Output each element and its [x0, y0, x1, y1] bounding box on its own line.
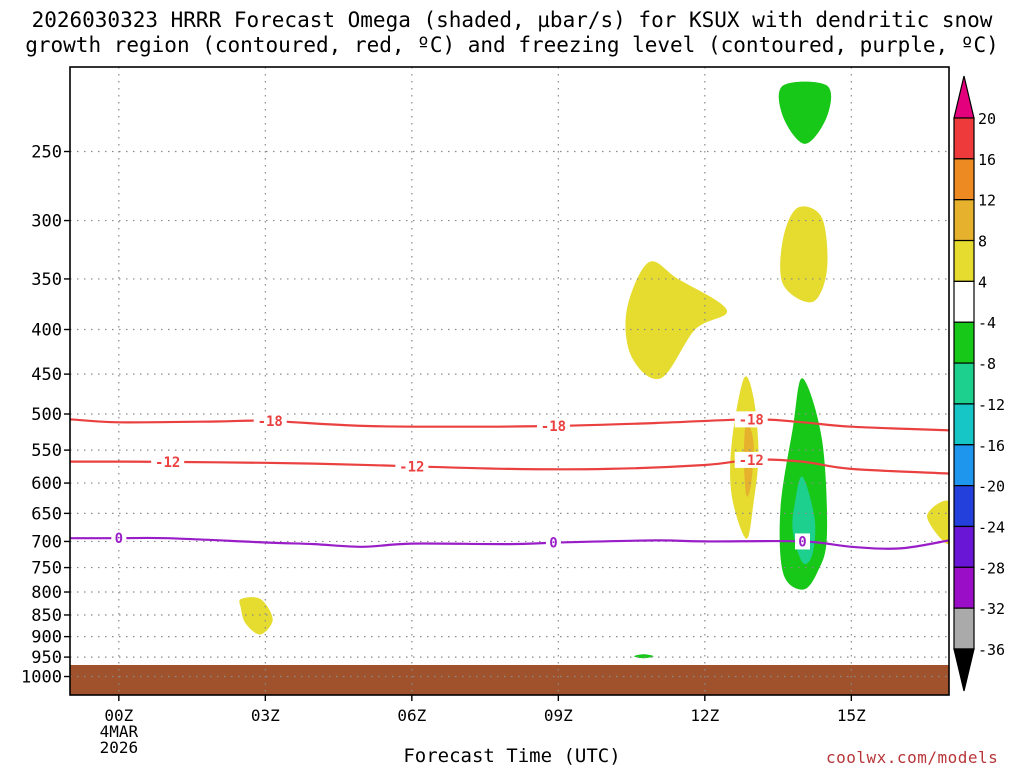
chart-title-line1: 2026030323 HRRR Forecast Omega (shaded, …	[31, 8, 993, 32]
chart-title-line2: growth region (contoured, red, ºC) and f…	[25, 33, 999, 57]
y-tick-label: 650	[31, 504, 62, 524]
contour-label: 0	[798, 534, 806, 550]
contour-label: -18	[258, 414, 283, 430]
x-tick-label: 09Z	[544, 706, 573, 725]
colorbar-label: -16	[978, 437, 1005, 455]
y-tick-label: 550	[31, 441, 62, 461]
y-tick-label: 950	[31, 648, 62, 668]
x-tick-label: 00Z	[104, 706, 133, 725]
y-tick-label: 850	[31, 606, 62, 626]
colorbar-swatch	[953, 566, 975, 609]
y-tick-label: 250	[31, 143, 62, 163]
x-date-year: 2026	[100, 738, 139, 757]
contour-label: -12	[399, 459, 424, 475]
colorbar-label: 20	[978, 110, 996, 128]
omega-shading-layer	[239, 81, 949, 659]
colorbar-swatch	[953, 403, 975, 446]
colorbar-label: -12	[978, 396, 1005, 414]
colorbar-label: 16	[978, 151, 996, 169]
colorbar-label: -20	[978, 478, 1005, 496]
x-date-month: 4MAR	[100, 722, 139, 741]
axes-layer: 2503003504004505005506006507007508008509…	[21, 66, 950, 757]
colorbar-label: 12	[978, 192, 996, 210]
gridlines-layer	[70, 67, 949, 695]
contour-label-bg	[253, 413, 287, 430]
contour-label: 0	[549, 536, 557, 552]
colorbar-swatch	[953, 485, 975, 528]
colorbar-swatch	[953, 525, 975, 568]
contour-layer: -18 -18 -18 -12 -12 -12 0 0 0	[70, 411, 949, 552]
x-tick-label: 03Z	[251, 706, 280, 725]
colorbar-label: -32	[978, 600, 1005, 618]
colorbar-label: -4	[978, 314, 996, 332]
colorbar-swatch	[953, 362, 975, 405]
x-axis-label: Forecast Time (UTC)	[403, 745, 621, 767]
y-tick-label: 750	[31, 559, 62, 579]
contour-label-bg	[111, 530, 127, 547]
ground-band-layer	[70, 664, 949, 695]
colorbar-swatch	[953, 607, 975, 650]
y-tick-label: 600	[31, 474, 62, 494]
contour-label-bg	[151, 453, 185, 470]
contour-label: 0	[115, 531, 123, 547]
ground-band	[70, 664, 949, 695]
colorbar-label: -8	[978, 355, 996, 373]
x-tick-label: 12Z	[690, 706, 719, 725]
colorbar-swatch	[953, 158, 975, 201]
contour-label-bg	[395, 458, 429, 475]
contour-label-bg	[545, 534, 561, 551]
y-tick-label: 400	[31, 321, 62, 341]
y-tick-label: 700	[31, 532, 62, 552]
colorbar-swatch	[953, 444, 975, 487]
x-tick-label: 15Z	[837, 706, 866, 725]
colorbar-swatch	[953, 321, 975, 364]
credit-text[interactable]: coolwx.com/models	[826, 748, 999, 767]
contour-label-bg	[734, 411, 768, 428]
colorbar-label: -36	[978, 641, 1005, 659]
contour-label: -12	[739, 453, 764, 469]
colorbar: 20 16 12 8 4 -4 -8 -12 -16 -20 -24 -28 -32 -36	[953, 75, 1005, 692]
omega-region	[634, 654, 654, 659]
y-tick-label: 350	[31, 270, 62, 290]
contour-line	[70, 418, 949, 432]
colorbar-label: -28	[978, 559, 1005, 577]
colorbar-bottom-arrow	[953, 648, 975, 692]
omega-region	[778, 81, 832, 144]
y-tick-label: 500	[31, 405, 62, 425]
contour-label-bg	[536, 417, 570, 434]
contour-label: -18	[739, 412, 764, 428]
contour-label-bg	[795, 533, 810, 550]
omega-region	[927, 500, 949, 545]
contour-label-bg	[734, 451, 768, 468]
omega-region	[239, 597, 273, 635]
omega-region	[625, 261, 728, 380]
colorbar-swatch	[953, 117, 975, 160]
y-tick-label: 1000	[21, 668, 62, 688]
contour-label: -18	[541, 419, 566, 435]
colorbar-top-arrow	[953, 75, 975, 119]
y-tick-label: 900	[31, 628, 62, 648]
colorbar-swatch	[953, 239, 975, 282]
x-tick-label: 06Z	[397, 706, 426, 725]
colorbar-label: 8	[978, 233, 987, 251]
y-tick-label: 800	[31, 583, 62, 603]
colorbar-label: 4	[978, 273, 987, 291]
colorbar-label: -24	[978, 518, 1005, 536]
colorbar-swatch	[953, 199, 975, 242]
colorbar-swatch	[953, 280, 975, 323]
contour-line	[70, 536, 949, 550]
contour-label: -12	[155, 455, 180, 471]
contour-line	[70, 458, 949, 475]
y-tick-label: 300	[31, 212, 62, 232]
y-tick-label: 450	[31, 365, 62, 385]
plot-frame	[69, 66, 950, 696]
